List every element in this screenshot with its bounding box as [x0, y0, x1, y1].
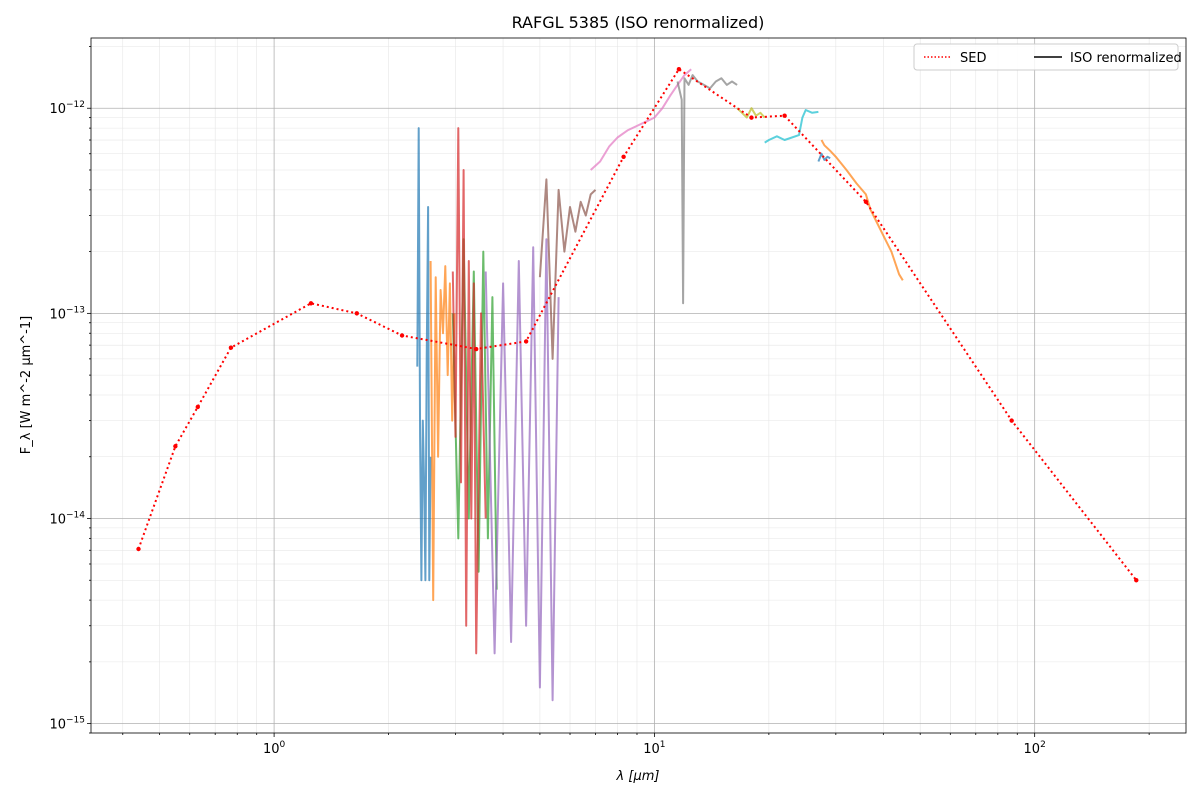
spectrum-line-8	[676, 74, 738, 305]
x-tick-label: 100	[263, 740, 286, 757]
spectrum-line-12	[820, 139, 904, 281]
sed-point	[354, 311, 360, 316]
sed-line	[137, 67, 1138, 581]
sed-point	[676, 66, 682, 72]
sed-point	[863, 199, 869, 204]
sed-point	[228, 345, 234, 350]
chart-title: RAFGL 5385 (ISO renormalized)	[512, 13, 765, 32]
sed-point	[195, 404, 200, 410]
sed-point	[308, 301, 314, 306]
spectrum-line-11	[817, 152, 831, 162]
y-axis-label: F_λ [W m^-2 μm^-1]	[19, 316, 34, 454]
spectrum-line-1	[416, 127, 432, 582]
y-tick-label: 10−12	[49, 100, 85, 117]
spectrum-line-4	[451, 127, 487, 655]
spectrum-line-6	[538, 178, 597, 360]
sed-point	[523, 339, 529, 344]
sed-point	[474, 346, 479, 352]
x-axis-label: λ [μm]	[616, 769, 660, 784]
sed-point	[1134, 578, 1139, 583]
spectrum-line-5	[484, 238, 560, 702]
legend: SED ISO renormalized	[913, 43, 1182, 71]
spectrum-line-10	[764, 109, 819, 144]
sed-point	[749, 115, 754, 120]
y-tick-label: 10−15	[49, 716, 85, 733]
sed-point	[621, 154, 626, 159]
y-tick-label: 10−13	[49, 305, 85, 322]
x-tick-label: 101	[643, 740, 665, 757]
spectrum-line-2	[429, 260, 456, 602]
major-grid	[91, 38, 1186, 733]
sed-point	[399, 333, 405, 338]
sed-point	[782, 113, 787, 118]
sed-point	[173, 444, 178, 449]
series-group	[136, 66, 1139, 702]
spectrum-line-9	[736, 107, 766, 119]
legend-label-2: ISO renormalized	[1070, 51, 1182, 66]
sed-point	[136, 546, 141, 552]
axes-group: 100 101 102 10−15 10−14 10−13 10−12	[49, 37, 1187, 757]
plot-frame	[90, 37, 1187, 734]
x-tick-label: 102	[1024, 740, 1046, 757]
spectrum-line-7	[590, 68, 692, 171]
y-tick-label: 10−14	[49, 510, 85, 527]
minor-grid	[91, 38, 1186, 734]
sed-point	[1009, 418, 1014, 423]
legend-label-1: SED	[960, 51, 986, 66]
